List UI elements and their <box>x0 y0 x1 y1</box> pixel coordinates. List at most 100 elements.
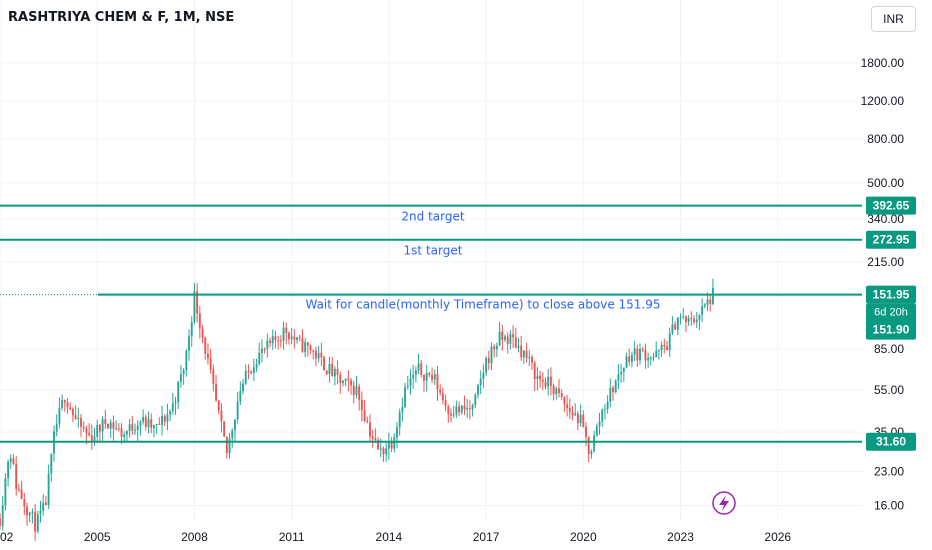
candle-body <box>441 392 444 401</box>
candle-body <box>277 340 280 342</box>
candle-body <box>309 345 312 351</box>
last-price-badge: 6d 20h 151.90 <box>866 303 916 340</box>
candle-body <box>201 328 204 338</box>
candle-body <box>428 373 431 376</box>
candle-body <box>641 349 644 351</box>
last-price-bg <box>866 303 916 340</box>
candle-body <box>360 399 363 411</box>
candle-body <box>296 337 299 340</box>
candle-body <box>709 299 712 304</box>
candle-body <box>479 378 482 386</box>
candle-body <box>125 431 128 435</box>
candle-body <box>174 402 177 404</box>
candle-body <box>112 422 115 429</box>
candle-body <box>701 306 704 315</box>
candle-body <box>474 394 477 406</box>
candle-body <box>333 368 336 377</box>
candle-body <box>390 441 393 449</box>
second-target-annotation: 2nd target <box>401 210 464 224</box>
candle-body <box>134 429 136 431</box>
candle-body <box>436 374 439 390</box>
candle-body <box>139 421 142 426</box>
candle-body <box>101 419 104 432</box>
candle-body <box>239 390 242 402</box>
candle-body <box>477 385 479 395</box>
candle-body <box>450 413 452 416</box>
time-tick-label: 2023 <box>667 530 694 544</box>
candle-body <box>358 386 361 400</box>
candle-body <box>363 410 366 422</box>
candle-body <box>39 510 42 515</box>
candle-body <box>423 374 425 381</box>
candle-body <box>541 379 544 382</box>
candle-body <box>649 357 652 359</box>
candle-body <box>444 400 447 407</box>
candle-body <box>258 352 261 365</box>
candle-body <box>571 411 574 416</box>
candle-body <box>514 337 517 348</box>
candle-body <box>228 438 231 453</box>
candle-body <box>706 299 709 305</box>
badge-bg <box>866 196 916 215</box>
candle-body <box>96 424 99 437</box>
candle-body <box>328 363 331 375</box>
candle-body <box>352 385 355 396</box>
candle-body <box>136 425 139 430</box>
candle-body <box>447 406 450 414</box>
candle-body <box>215 383 217 401</box>
candle-body <box>387 441 390 449</box>
candle-body <box>34 511 37 532</box>
candle-body <box>28 512 31 516</box>
candle-body <box>690 318 693 320</box>
candle-body <box>107 423 109 429</box>
candle-body <box>301 338 304 353</box>
lightning-icon[interactable] <box>712 491 736 515</box>
candle-body <box>58 407 61 424</box>
candle-body <box>223 421 226 437</box>
candle-body <box>15 463 18 489</box>
candle-body <box>163 416 166 422</box>
candle-body <box>601 409 604 422</box>
candle-body <box>290 336 293 340</box>
candle-body <box>196 291 199 314</box>
candle-body <box>482 372 485 379</box>
icon-bolt <box>719 495 729 511</box>
price-tick-label: 215.00 <box>867 255 904 269</box>
candle-body <box>261 348 263 353</box>
candle-body <box>66 402 69 408</box>
candle-body <box>369 422 371 437</box>
candle-body <box>377 440 380 450</box>
badge-bg <box>866 285 916 304</box>
candle-body <box>614 380 617 393</box>
time-tick-label: 2011 <box>279 530 305 544</box>
candle-body <box>433 374 436 380</box>
candle-body <box>525 350 528 359</box>
candle-body <box>347 378 350 381</box>
candle-body <box>36 514 39 532</box>
candle-body <box>0 518 1 526</box>
price-tick-label: 55.00 <box>874 383 904 397</box>
candle-body <box>144 417 147 427</box>
candle-body <box>306 342 309 346</box>
candle-body <box>242 383 244 391</box>
candle-body <box>177 381 180 403</box>
candle-body <box>679 317 682 319</box>
candle-body <box>401 407 404 413</box>
price-tick-label: 16.00 <box>874 498 904 512</box>
candle-body <box>131 424 134 431</box>
candle-body <box>498 331 501 346</box>
candle-body <box>4 478 7 506</box>
candle-body <box>288 332 290 340</box>
candle-body <box>9 458 12 462</box>
candle-body <box>7 461 10 479</box>
candle-body <box>398 412 401 428</box>
currency-button[interactable]: INR <box>871 6 916 32</box>
candle-body <box>431 375 434 380</box>
candle-body <box>458 406 461 413</box>
candle-body <box>585 427 587 437</box>
candle-body <box>622 367 625 372</box>
candle-body <box>439 389 442 393</box>
candle-body <box>274 336 277 341</box>
candle-body <box>182 370 185 375</box>
